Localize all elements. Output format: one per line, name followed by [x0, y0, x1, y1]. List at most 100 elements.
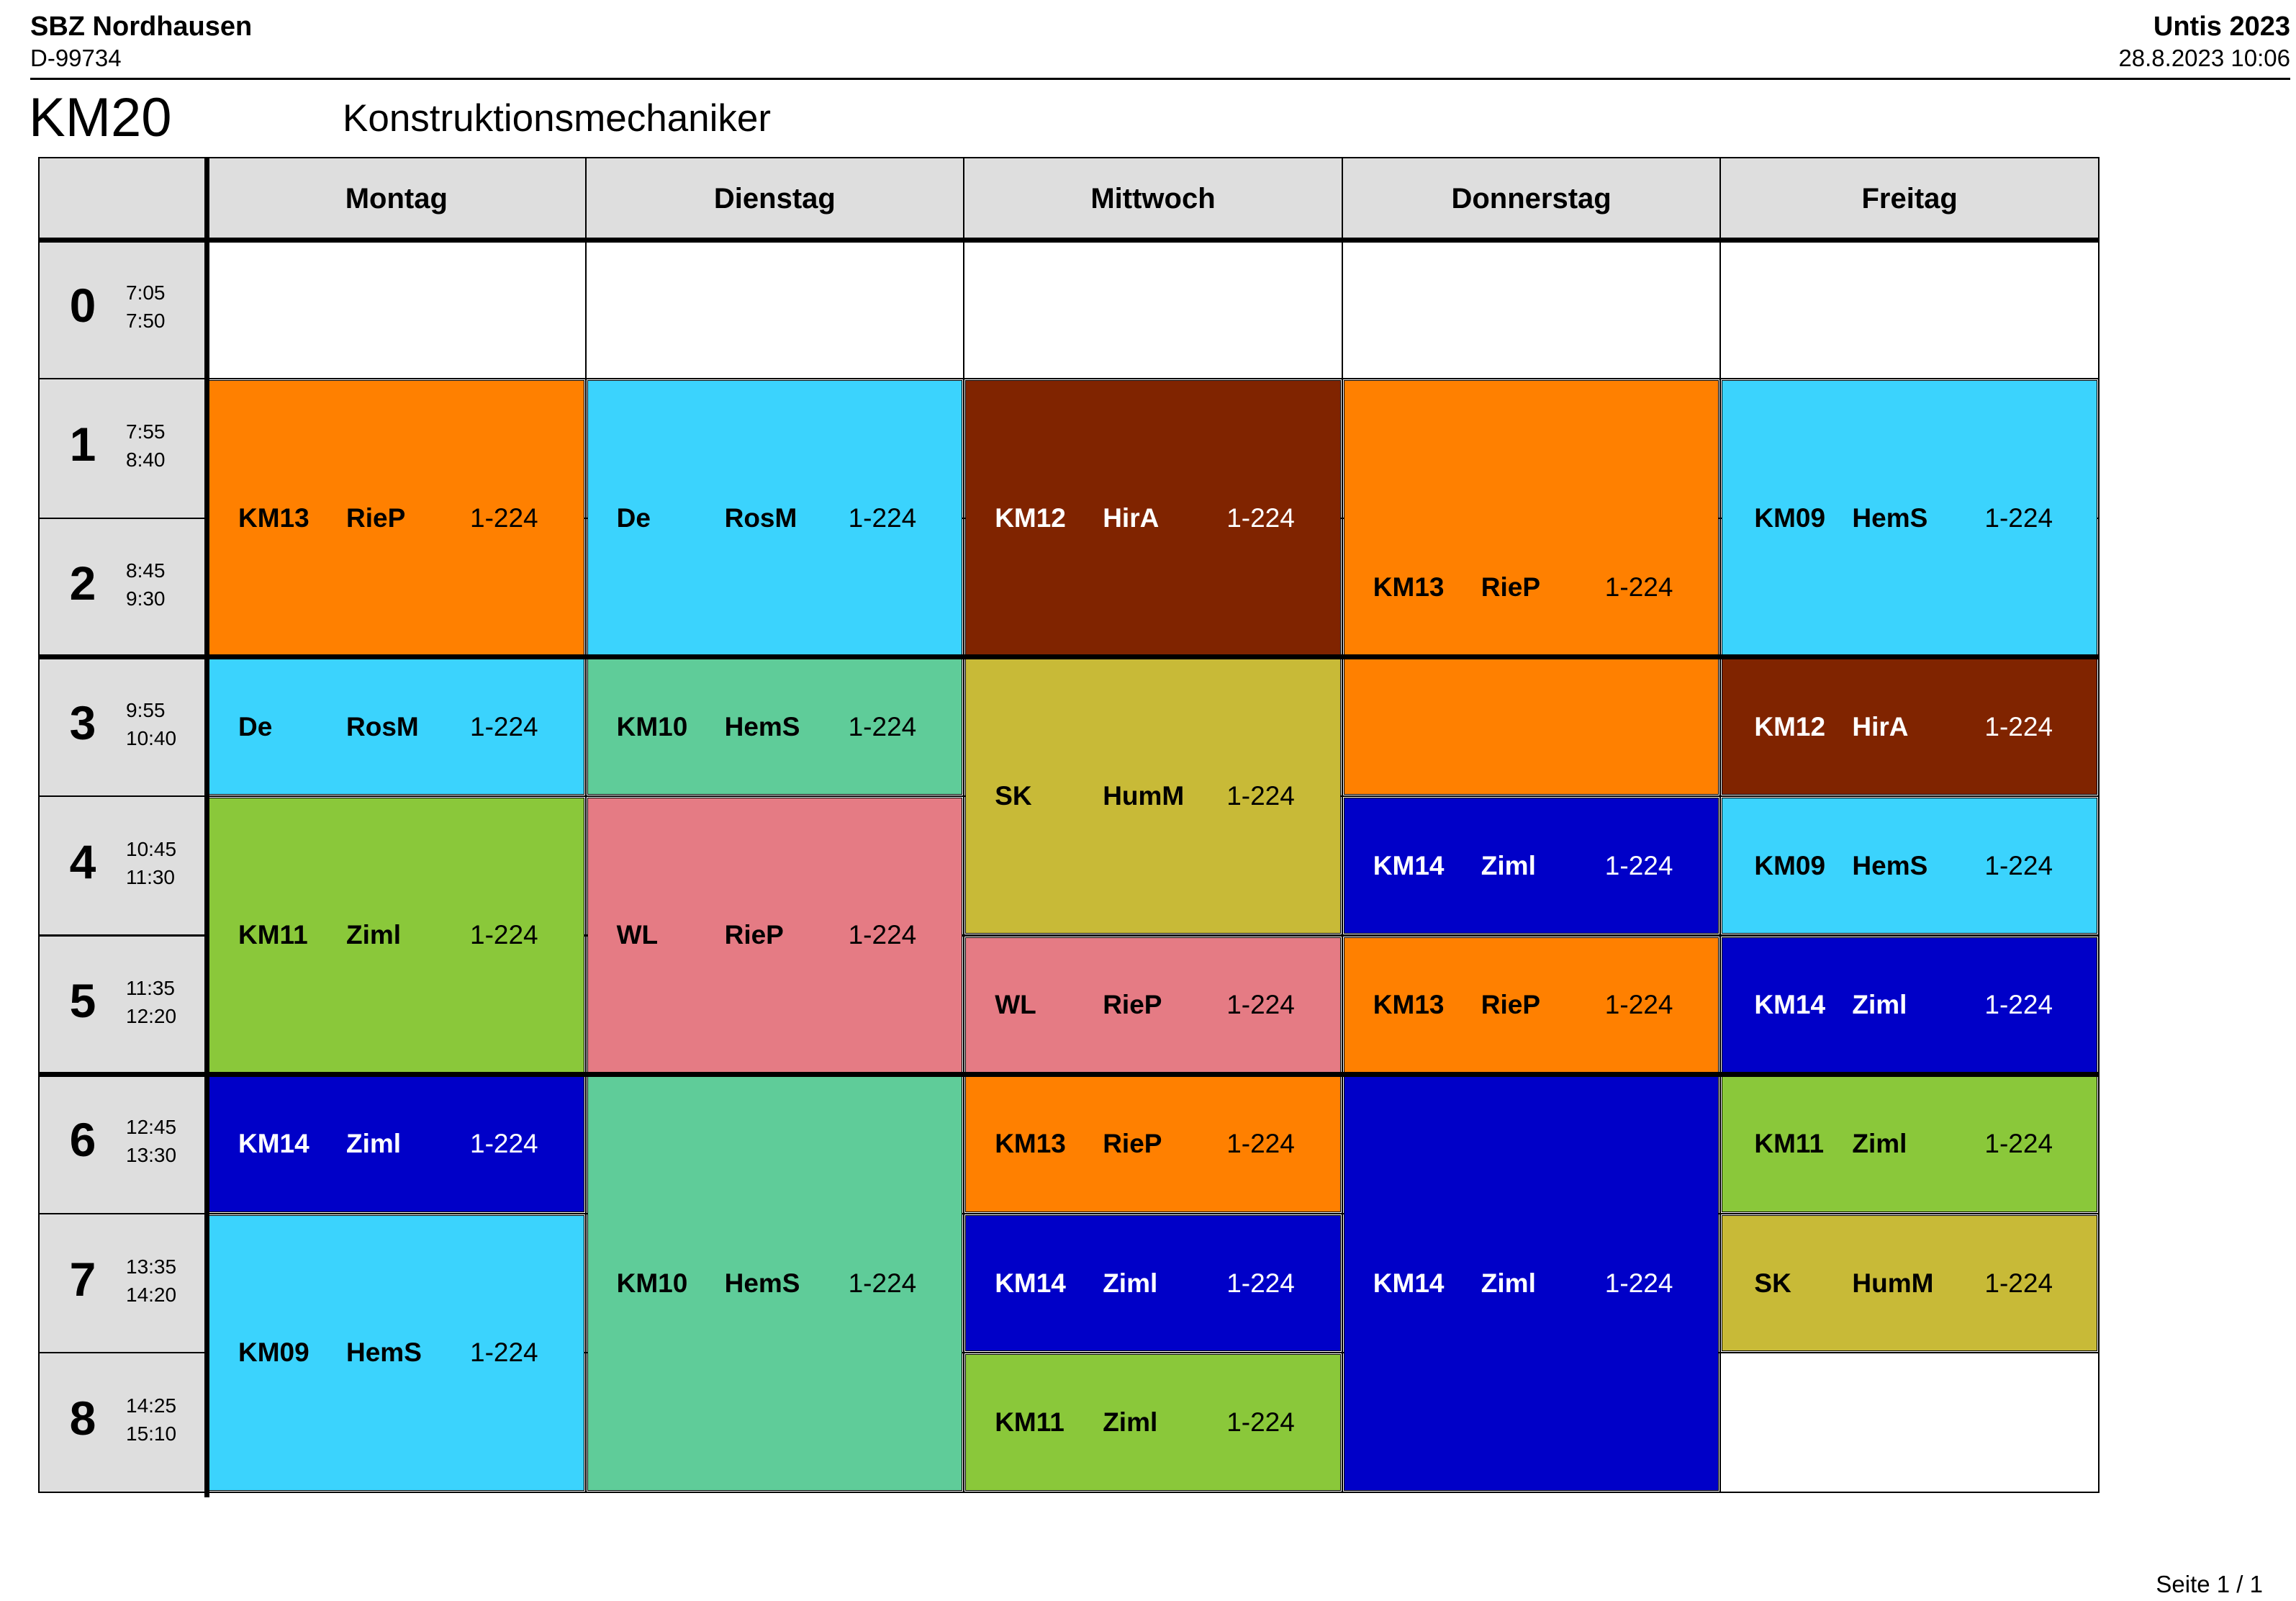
lesson-subject: KM14: [1373, 850, 1445, 880]
lesson-block: KM13 RieP 1-224: [209, 380, 584, 656]
lesson-block: KM11 Ziml 1-224: [1722, 1075, 2097, 1213]
lesson-subject: WL: [616, 920, 659, 950]
lesson-subject: KM14: [1754, 990, 1826, 1020]
lesson-room: 1-224: [1226, 1407, 1295, 1438]
lesson-room: 1-224: [1226, 990, 1295, 1020]
period-number: 2: [69, 556, 96, 610]
lesson-block: KM10 HemS 1-224: [587, 1075, 963, 1491]
lesson-teacher: Ziml: [1103, 1268, 1158, 1298]
empty-slot: [1719, 1352, 2100, 1493]
lesson-block: KM14 Ziml 1-224: [1343, 798, 1719, 934]
period-times: 12:45 13:30: [126, 1113, 176, 1169]
school-name: SBZ Nordhausen: [30, 12, 253, 42]
lesson-subject: KM10: [616, 1268, 688, 1298]
period-cell: 0 7:05 7:50: [38, 239, 208, 380]
period-number: 4: [69, 834, 96, 888]
corner-cell: [38, 157, 208, 240]
lesson-subject: KM13: [238, 502, 309, 533]
lesson-teacher: Ziml: [1481, 1268, 1536, 1298]
lesson-block: De RosM 1-224: [209, 658, 584, 795]
day-header: Dienstag: [584, 157, 965, 240]
period-start-time: 9:55: [126, 698, 166, 721]
lesson-teacher: RosM: [724, 502, 797, 533]
lesson-subject: KM13: [1373, 990, 1445, 1020]
lesson-room: 1-224: [848, 502, 917, 533]
lesson-block: KM12 HirA 1-224: [965, 380, 1341, 656]
lesson-subject: SK: [995, 781, 1032, 811]
day-header: Freitag: [1719, 157, 2100, 240]
lesson-block: SK HumM 1-224: [965, 658, 1341, 934]
period-end-time: 14:20: [126, 1283, 177, 1306]
lesson-subject: KM09: [1754, 502, 1826, 533]
lesson-block: De RosM 1-224: [587, 380, 963, 656]
lesson-block: KM09 HemS 1-224: [1722, 380, 2097, 656]
period-end-time: 15:10: [126, 1422, 177, 1446]
period-times: 13:35 14:20: [126, 1253, 176, 1309]
lesson-teacher: Ziml: [1852, 990, 1907, 1020]
lesson-block: KM13 RieP 1-224: [1343, 380, 1719, 795]
period-start-time: 11:35: [126, 977, 175, 1000]
period-start-time: 7:55: [126, 420, 166, 443]
lesson-room: 1-224: [470, 1338, 538, 1368]
lesson-block: KM12 HirA 1-224: [1722, 658, 2097, 795]
lesson-block: KM09 HemS 1-224: [209, 1215, 584, 1491]
period-end-time: 13:30: [126, 1144, 177, 1167]
lesson-teacher: HemS: [346, 1338, 422, 1368]
period-times: 9:55 10:40: [126, 696, 176, 752]
lesson-room: 1-224: [1226, 781, 1295, 811]
lesson-subject: KM12: [1754, 711, 1826, 741]
lesson-room: 1-224: [848, 711, 917, 741]
lesson-room: 1-224: [848, 1268, 917, 1298]
lesson-room: 1-224: [470, 711, 538, 741]
lesson-room: 1-224: [1604, 850, 1673, 880]
lesson-subject: SK: [1754, 1268, 1791, 1298]
period-cell: 6 12:45 13:30: [38, 1073, 208, 1215]
lesson-room: 1-224: [1604, 990, 1673, 1020]
lesson-teacher: Ziml: [1852, 1129, 1907, 1159]
lesson-subject: KM11: [995, 1407, 1065, 1438]
software-name: Untis 2023: [2153, 12, 2290, 42]
lesson-room: 1-224: [470, 920, 538, 950]
lesson-subject: KM09: [1754, 850, 1826, 880]
lesson-teacher: RieP: [1103, 1129, 1162, 1159]
period-start-time: 12:45: [126, 1116, 177, 1139]
period-cell: 5 11:35 12:20: [38, 934, 208, 1075]
lesson-subject: KM14: [995, 1268, 1066, 1298]
lesson-teacher: Ziml: [1481, 850, 1536, 880]
lesson-room: 1-224: [848, 920, 917, 950]
lesson-teacher: Ziml: [346, 920, 402, 950]
period-end-time: 12:20: [126, 1005, 177, 1028]
lesson-subject: KM09: [238, 1338, 309, 1368]
lesson-subject: De: [238, 711, 273, 741]
lesson-teacher: HemS: [724, 1268, 800, 1298]
empty-slot: [963, 239, 1343, 380]
period-start-time: 8:45: [126, 559, 166, 582]
lesson-teacher: Ziml: [346, 1129, 402, 1159]
lesson-teacher: RosM: [346, 711, 419, 741]
period-times: 8:45 9:30: [126, 556, 166, 613]
lesson-subject: KM13: [1373, 572, 1445, 603]
period-cell: 3 9:55 10:40: [38, 656, 208, 798]
lesson-block: KM09 HemS 1-224: [1722, 798, 2097, 934]
lesson-teacher: HumM: [1103, 781, 1185, 811]
period-times: 7:55 8:40: [126, 418, 166, 474]
class-name: Konstruktionsmechaniker: [343, 97, 772, 140]
lesson-block: WL RieP 1-224: [587, 798, 963, 1073]
timetable-grid: Montag Dienstag Mittwoch Donnerstag Freitag 0…: [38, 157, 2100, 1497]
lesson-subject: De: [616, 502, 651, 533]
period-times: 14:25 15:10: [126, 1392, 176, 1448]
lesson-room: 1-224: [1984, 850, 2053, 880]
lesson-block: KM11 Ziml 1-224: [209, 798, 584, 1073]
lesson-teacher: HumM: [1852, 1268, 1934, 1298]
lesson-room: 1-224: [1984, 990, 2053, 1020]
period-start-time: 14:25: [126, 1394, 177, 1417]
lesson-room: 1-224: [1984, 711, 2053, 741]
period-number: 8: [69, 1392, 96, 1446]
lesson-room: 1-224: [1984, 1268, 2053, 1298]
lesson-block: KM14 Ziml 1-224: [1722, 937, 2097, 1073]
lesson-subject: KM11: [238, 920, 308, 950]
lesson-room: 1-224: [1604, 572, 1673, 603]
lesson-teacher: RieP: [1481, 572, 1541, 603]
period-cell: 4 10:45 11:30: [38, 795, 208, 937]
day-header: Montag: [207, 157, 587, 240]
